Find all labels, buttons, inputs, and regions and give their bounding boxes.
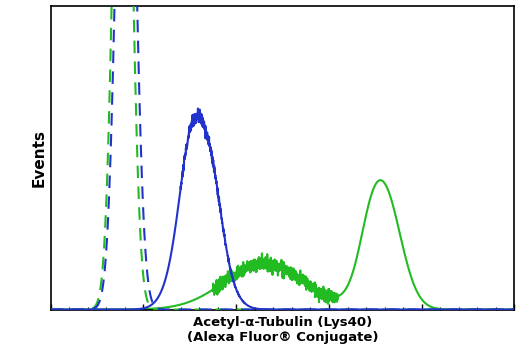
Y-axis label: Events: Events	[32, 128, 47, 187]
X-axis label: Acetyl-α-Tubulin (Lys40)
(Alexa Fluor® Conjugate): Acetyl-α-Tubulin (Lys40) (Alexa Fluor® C…	[187, 316, 379, 344]
